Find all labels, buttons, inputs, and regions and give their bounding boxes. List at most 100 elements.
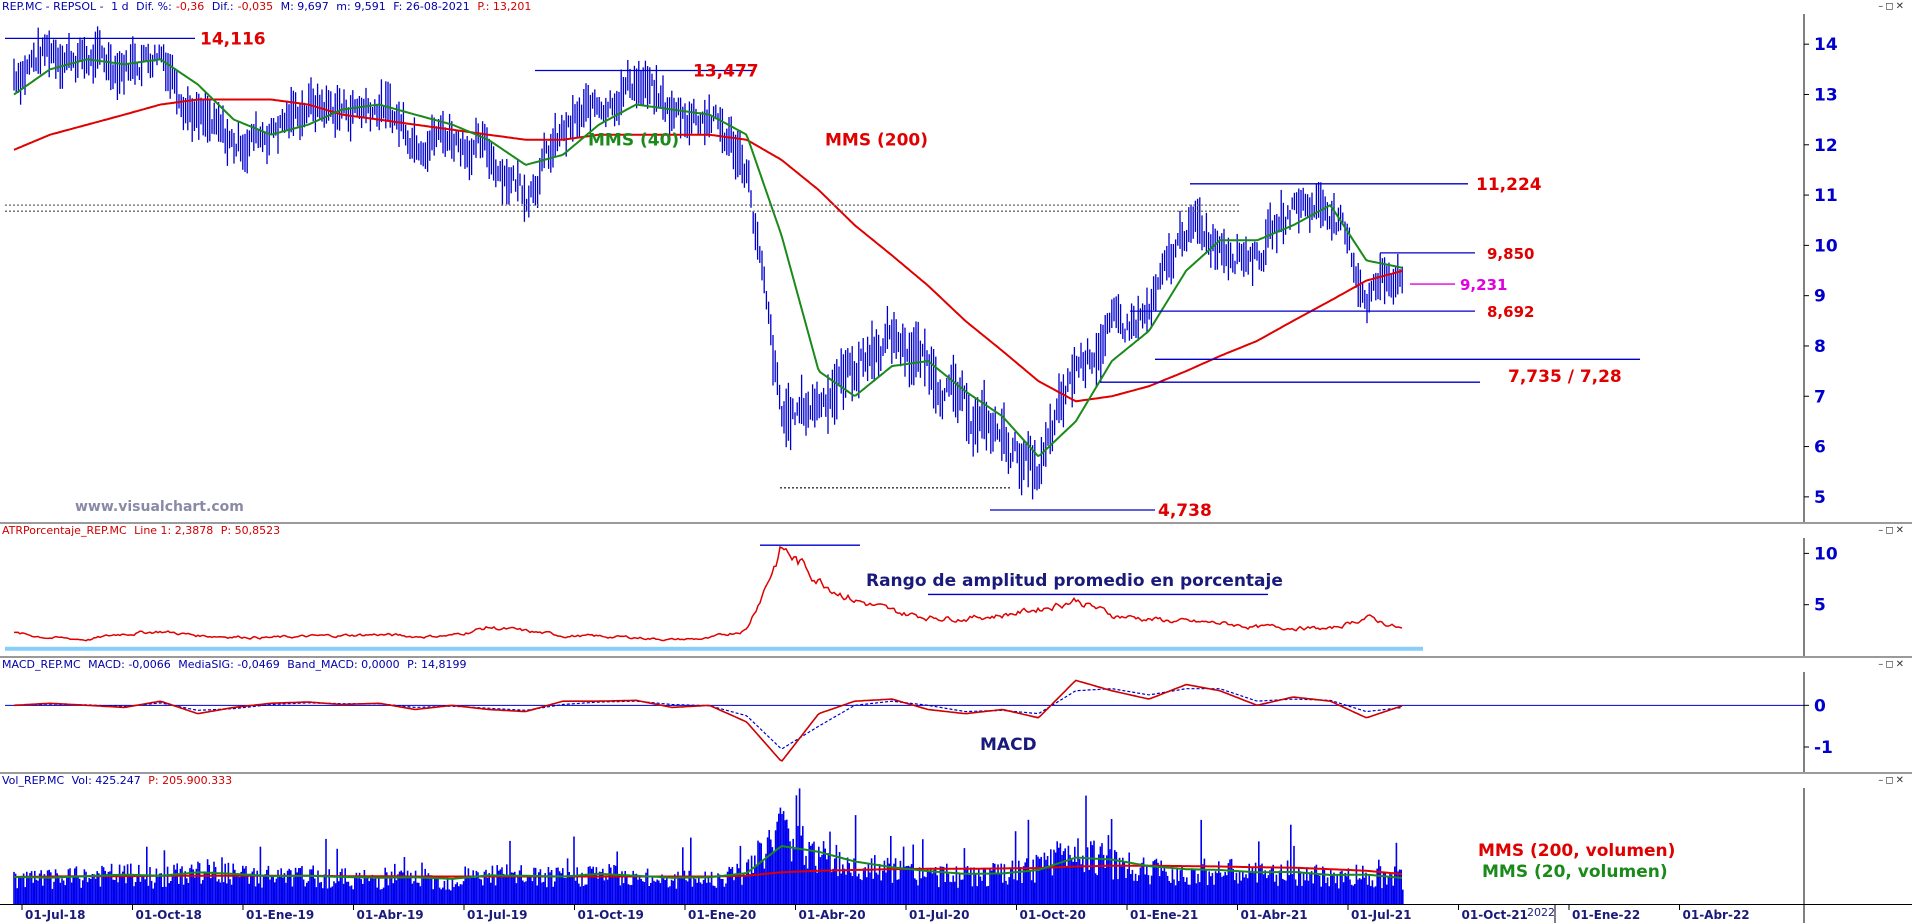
macd-annotation: MACD <box>980 735 1037 755</box>
vol-value: Vol: 425.247 <box>71 774 141 787</box>
x-tick-label: 01-Oct-20 <box>1020 908 1086 922</box>
volume-chart[interactable]: MMS (200, volumen)MMS (20, volumen)20.00… <box>0 788 1912 904</box>
price-pane[interactable]: REP.MC - REPSOL - 1 d Dif. %: -0,36 Dif.:… <box>0 0 1912 522</box>
price-y-tick-label: 13 <box>1814 85 1838 105</box>
x-tick-label: 01-Jul-19 <box>467 908 527 922</box>
x-tick-label: 01-Oct-18 <box>136 908 202 922</box>
label-4738: 4,738 <box>1158 501 1212 521</box>
atr-pane[interactable]: ATRPorcentaje_REP.MC Line 1: 2,3878 P: 5… <box>0 524 1912 656</box>
price-y-tick-label: 14 <box>1814 35 1838 55</box>
label-11224: 11,224 <box>1476 175 1542 195</box>
x-axis: 01-Jul-18 01-Oct-18 01-Ene-19 01-Abr-19 01-J… <box>0 904 1912 923</box>
x-tick-label: 01-Oct-19 <box>578 908 644 922</box>
minimize-icon[interactable]: – <box>1878 659 1886 670</box>
x-tick-label: 01-Abr-19 <box>357 908 424 922</box>
price-y-tick-label: 11 <box>1814 186 1838 206</box>
atr-chart[interactable]: Rango de amplitud promedio en porcentaje… <box>0 538 1912 656</box>
pane-separator[interactable] <box>0 656 1912 658</box>
macd-chart[interactable]: MACD 0 -1 <box>0 672 1912 772</box>
vol-label-mms200: MMS (200, volumen) <box>1478 841 1675 861</box>
x-tick-label: 01-Abr-21 <box>1241 908 1308 922</box>
x-tick-label: 01-Ene-20 <box>688 908 756 922</box>
date-value: F: 26-08-2021 <box>393 0 470 13</box>
minimize-icon[interactable]: – <box>1878 775 1886 786</box>
close-icon[interactable]: ✕ <box>1895 525 1906 536</box>
period-label: 1 d <box>111 0 129 13</box>
macd-y-tick-label: -1 <box>1814 738 1833 758</box>
label-13477: 13,477 <box>693 61 759 81</box>
x-tick-label: 01-Jul-20 <box>909 908 969 922</box>
volume-pane-header: Vol_REP.MC Vol: 425.247 P: 205.900.333 <box>2 774 236 788</box>
macd-signal-line <box>14 688 1403 750</box>
dif-caption: Dif.: <box>211 0 234 13</box>
x-tick-label: 01-Ene-21 <box>1130 908 1198 922</box>
close-icon[interactable]: ✕ <box>1895 775 1906 786</box>
price-y-tick-label: 9 <box>1814 287 1826 307</box>
max-value: M: 9,697 <box>280 0 329 13</box>
price-y-tick-label: 10 <box>1814 236 1838 256</box>
atr-line-value: Line 1: 2,3878 <box>134 524 214 537</box>
vol-label-mms20: MMS (20, volumen) <box>1482 862 1668 882</box>
macd-pane[interactable]: MACD_REP.MC MACD: -0,0066 MediaSIG: -0,0… <box>0 658 1912 772</box>
x-tick-label: 01-Abr-20 <box>799 908 866 922</box>
x-tick-label: 01-Jul-21 <box>1351 908 1411 922</box>
atr-line <box>14 546 1403 642</box>
vol-mms20-line <box>13 845 1403 880</box>
label-7735-728: 7,735 / 7,28 <box>1508 367 1622 387</box>
vol-p-value: P: 205.900.333 <box>148 774 233 787</box>
macd-band-value: Band_MACD: 0,0000 <box>287 658 400 671</box>
macd-pane-header: MACD_REP.MC MACD: -0,0066 MediaSIG: -0,0… <box>2 658 470 672</box>
macd-y-tick-label: 0 <box>1814 696 1826 716</box>
label-9850: 9,850 <box>1487 245 1534 263</box>
price-pane-header: REP.MC - REPSOL - 1 d Dif. %: -0,36 Dif.:… <box>2 0 535 14</box>
atr-y-tick-label: 10 <box>1814 544 1838 564</box>
restore-icon[interactable]: ◻ <box>1885 775 1896 786</box>
macd-line <box>13 679 1403 762</box>
x-tick-label: 01-Ene-22 <box>1572 908 1640 922</box>
label-mms40: MMS (40) <box>588 131 679 151</box>
year-marker: 2022 <box>1527 906 1555 919</box>
x-tick-label: 01-Ene-19 <box>246 908 314 922</box>
price-y-tick-label: 6 <box>1814 438 1826 458</box>
minimize-icon[interactable]: – <box>1878 1 1886 12</box>
minimize-icon[interactable]: – <box>1878 525 1886 536</box>
macd-p-value: P: 14,8199 <box>407 658 467 671</box>
volume-bars <box>13 788 1404 904</box>
macd-window-controls[interactable]: –◻✕ <box>1878 659 1906 670</box>
dif-value: -0,035 <box>237 0 274 13</box>
close-icon[interactable]: ✕ <box>1895 1 1906 12</box>
vol-name: Vol_REP.MC <box>2 774 65 787</box>
atr-band <box>5 646 1423 651</box>
min-value: m: 9,591 <box>336 0 386 13</box>
price-bars <box>13 26 1403 500</box>
x-tick-label: 01-Jul-18 <box>25 908 85 922</box>
restore-icon[interactable]: ◻ <box>1885 1 1896 12</box>
mms40-line <box>13 58 1403 458</box>
volume-pane[interactable]: Vol_REP.MC Vol: 425.247 P: 205.900.333 –… <box>0 774 1912 904</box>
atr-p-value: P: 50,8523 <box>220 524 281 537</box>
label-14116: 14,116 <box>200 29 266 49</box>
label-9231: 9,231 <box>1460 276 1507 294</box>
symbol-label: REP.MC - REPSOL - <box>2 0 104 13</box>
restore-icon[interactable]: ◻ <box>1885 525 1896 536</box>
dif-pct-caption: Dif. %: <box>136 0 172 13</box>
volume-window-controls[interactable]: –◻✕ <box>1878 775 1906 786</box>
price-chart[interactable]: 14,116 13,477 11,224 9,850 9,231 8,692 7,735 /… <box>0 14 1912 522</box>
mms200-line <box>13 98 1403 403</box>
atr-pane-header: ATRPorcentaje_REP.MC Line 1: 2,3878 P: 5… <box>2 524 284 538</box>
pane-separator[interactable] <box>0 522 1912 524</box>
close-icon[interactable]: ✕ <box>1895 659 1906 670</box>
atr-window-controls[interactable]: –◻✕ <box>1878 525 1906 536</box>
x-tick-label: 01-Oct-21 <box>1462 908 1528 922</box>
price-window-controls[interactable]: –◻✕ <box>1878 1 1906 12</box>
price-y-tick-label: 12 <box>1814 136 1838 156</box>
macd-signal-value: MediaSIG: -0,0469 <box>178 658 280 671</box>
x-tick-label: 01-Abr-22 <box>1683 908 1750 922</box>
pane-separator[interactable] <box>0 772 1912 774</box>
price-y-tick-label: 8 <box>1814 337 1826 357</box>
macd-value: MACD: -0,0066 <box>88 658 171 671</box>
atr-name: ATRPorcentaje_REP.MC <box>2 524 127 537</box>
restore-icon[interactable]: ◻ <box>1885 659 1896 670</box>
macd-name: MACD_REP.MC <box>2 658 81 671</box>
dif-pct-value: -0,36 <box>175 0 205 13</box>
